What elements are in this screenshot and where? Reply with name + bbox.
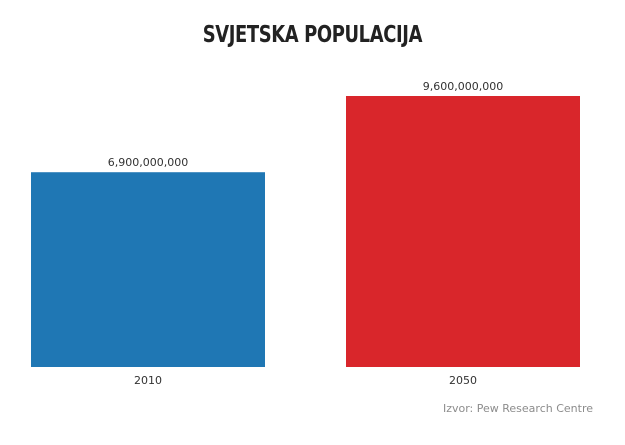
value-label-2010: 6,900,000,000: [108, 156, 188, 169]
value-label-2050: 9,600,000,000: [423, 80, 503, 93]
bar-2010: [31, 172, 265, 367]
chart-title: SVJETSKA POPULACIJA: [202, 22, 423, 48]
bar-2050: [346, 96, 580, 367]
source-note: Izvor: Pew Research Centre: [442, 402, 593, 415]
category-label-2050: 2050: [449, 374, 477, 387]
category-label-2010: 2010: [134, 374, 162, 387]
